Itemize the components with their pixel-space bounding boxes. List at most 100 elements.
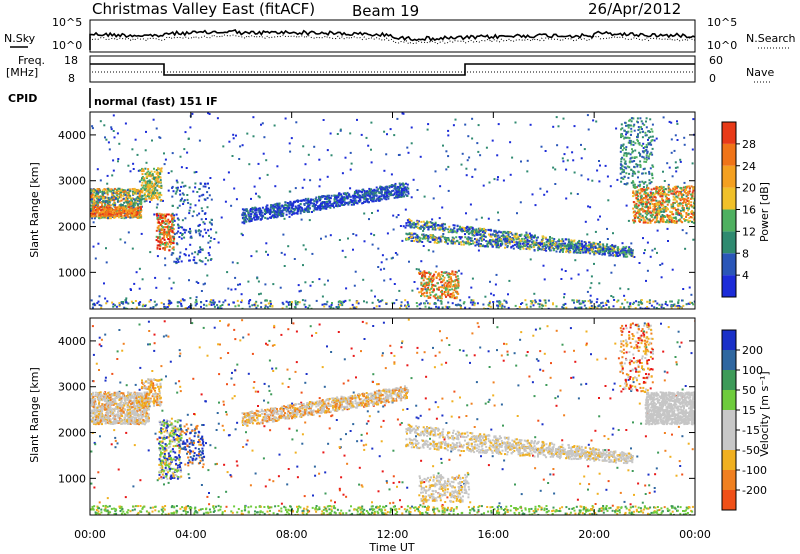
data-cell	[120, 206, 123, 209]
data-cell	[567, 245, 570, 248]
data-cell	[584, 242, 587, 245]
data-cell	[274, 210, 277, 213]
data-cell	[247, 213, 250, 216]
data-cell	[278, 212, 281, 215]
data-cell	[109, 217, 112, 220]
data-cell	[479, 237, 482, 240]
data-cell	[466, 240, 469, 243]
data-cell	[553, 244, 556, 246]
data-cell	[457, 293, 460, 295]
data-cell	[486, 240, 489, 243]
data-cell	[369, 190, 372, 193]
data-cell	[301, 186, 304, 189]
data-cell	[91, 306, 94, 309]
data-cell	[569, 249, 572, 252]
data-cell	[165, 231, 168, 234]
data-cell	[390, 191, 392, 194]
data-cell	[445, 295, 447, 298]
data-cell	[533, 249, 536, 251]
data-cell	[341, 304, 344, 307]
data-cell	[127, 192, 130, 195]
data-cell	[179, 251, 182, 254]
data-cell	[116, 207, 119, 210]
data-cell	[325, 303, 328, 306]
data-cell	[115, 197, 117, 200]
data-cell	[511, 233, 514, 236]
data-cell	[447, 134, 450, 137]
data-cell	[491, 245, 494, 248]
data-cell	[410, 196, 413, 199]
data-cell	[596, 298, 599, 301]
data-cell	[685, 303, 688, 306]
data-cell	[359, 199, 362, 202]
data-cell	[262, 152, 265, 155]
data-cell	[293, 209, 296, 212]
data-cell	[356, 193, 359, 196]
data-cell	[618, 248, 621, 251]
data-cell	[480, 243, 482, 245]
data-cell	[455, 231, 458, 234]
data-cell	[135, 197, 138, 200]
data-cell	[142, 168, 145, 171]
data-cell	[164, 246, 167, 249]
data-cell	[440, 271, 443, 274]
data-cell	[512, 238, 515, 241]
data-cell	[155, 229, 158, 232]
data-cell	[116, 132, 119, 135]
data-cell	[168, 249, 171, 252]
data-cell	[501, 304, 504, 307]
data-cell	[602, 248, 604, 251]
data-cell	[205, 304, 208, 307]
data-cell	[118, 200, 121, 203]
data-cell	[428, 281, 430, 284]
data-cell	[114, 216, 117, 219]
data-cell	[265, 211, 268, 214]
data-cell	[179, 232, 182, 234]
data-cell	[478, 230, 481, 233]
data-cell	[318, 205, 321, 208]
data-cell	[501, 243, 504, 246]
data-cell	[537, 302, 540, 305]
data-cell	[407, 192, 410, 195]
data-cell	[181, 226, 184, 229]
data-cell	[401, 188, 403, 190]
data-cell	[448, 306, 451, 308]
data-cell	[255, 192, 257, 195]
data-cell	[574, 259, 577, 262]
data-cell	[170, 253, 173, 256]
data-cell	[599, 243, 602, 246]
data-cell	[243, 222, 246, 225]
data-cell	[241, 234, 244, 237]
data-cell	[264, 304, 267, 307]
data-cell	[676, 305, 679, 308]
data-cell	[114, 202, 116, 205]
data-cell	[290, 213, 293, 216]
data-cell	[146, 172, 149, 175]
data-cell	[439, 240, 442, 243]
data-cell	[438, 278, 441, 281]
data-cell	[416, 287, 419, 290]
data-cell	[415, 238, 417, 241]
data-cell	[160, 229, 163, 232]
data-cell	[280, 213, 283, 216]
data-cell	[171, 152, 174, 155]
data-cell	[410, 142, 413, 145]
data-cell	[455, 236, 458, 239]
data-cell	[314, 198, 317, 201]
data-cell	[328, 305, 331, 308]
data-cell	[556, 245, 559, 248]
data-cell	[111, 214, 114, 217]
data-cell	[471, 277, 474, 280]
data-cell	[603, 250, 606, 253]
data-cell	[313, 205, 316, 208]
data-cell	[317, 206, 320, 209]
data-cell	[357, 189, 360, 192]
data-cell	[258, 208, 261, 211]
data-cell	[109, 190, 112, 193]
data-cell	[638, 180, 641, 183]
data-cell	[582, 301, 585, 304]
data-cell	[510, 246, 513, 249]
data-cell	[360, 133, 363, 136]
data-cell	[156, 181, 159, 183]
data-cell	[689, 301, 692, 304]
